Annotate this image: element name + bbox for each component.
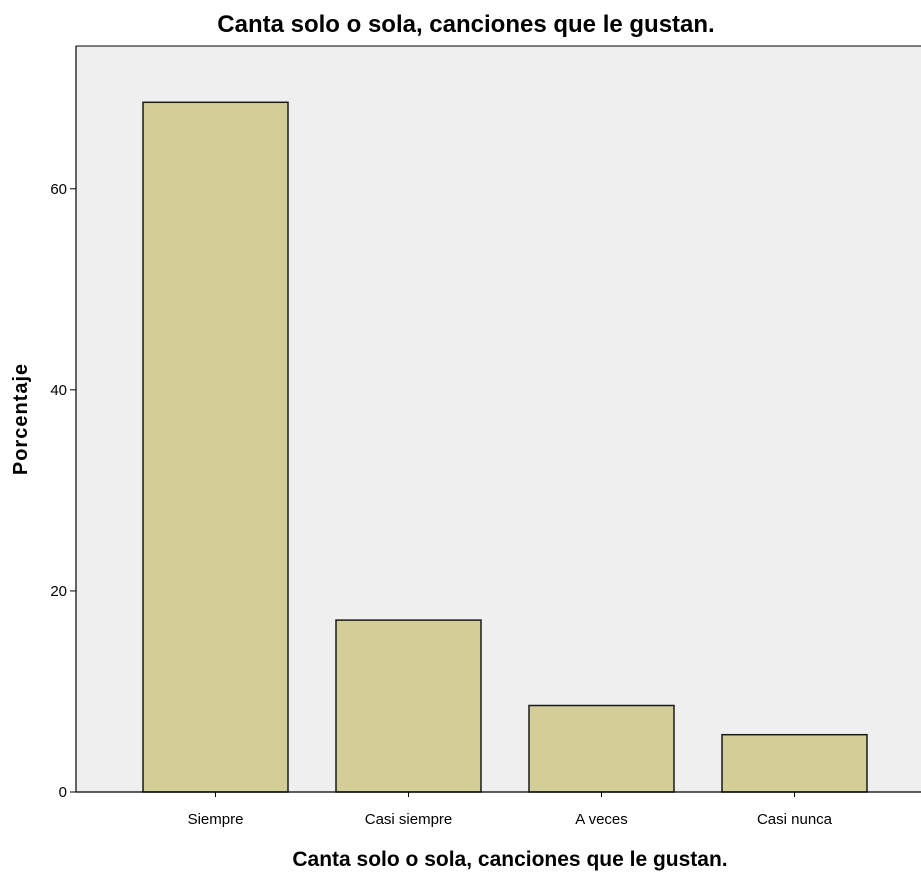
y-ticks: 0 20 40 60 (50, 181, 76, 801)
y-tick-label: 40 (50, 382, 67, 399)
y-axis-label: Porcentaje (10, 363, 32, 475)
y-tick-label: 20 (50, 583, 67, 600)
x-tick-label: Siempre (188, 811, 244, 828)
x-tick-label: A veces (575, 811, 628, 828)
bar-a-veces (528, 704, 675, 793)
chart-title: Canta solo o sola, canciones que le gust… (217, 11, 714, 38)
axes-layer (75, 45, 921, 793)
bar-siempre (142, 101, 289, 793)
bars-layer (142, 101, 868, 793)
bar-casi-siempre (335, 619, 482, 793)
y-tick-label: 60 (50, 181, 67, 198)
y-tick-label: 0 (59, 784, 67, 801)
x-ticks: Siempre Casi siempre A veces Casi nunca (188, 792, 833, 828)
x-tick-label: Casi siempre (365, 811, 453, 828)
x-axis-label: Canta solo o sola, canciones que le gust… (292, 848, 727, 871)
x-tick-label: Casi nunca (757, 811, 833, 828)
bar-casi-nunca (721, 733, 868, 793)
